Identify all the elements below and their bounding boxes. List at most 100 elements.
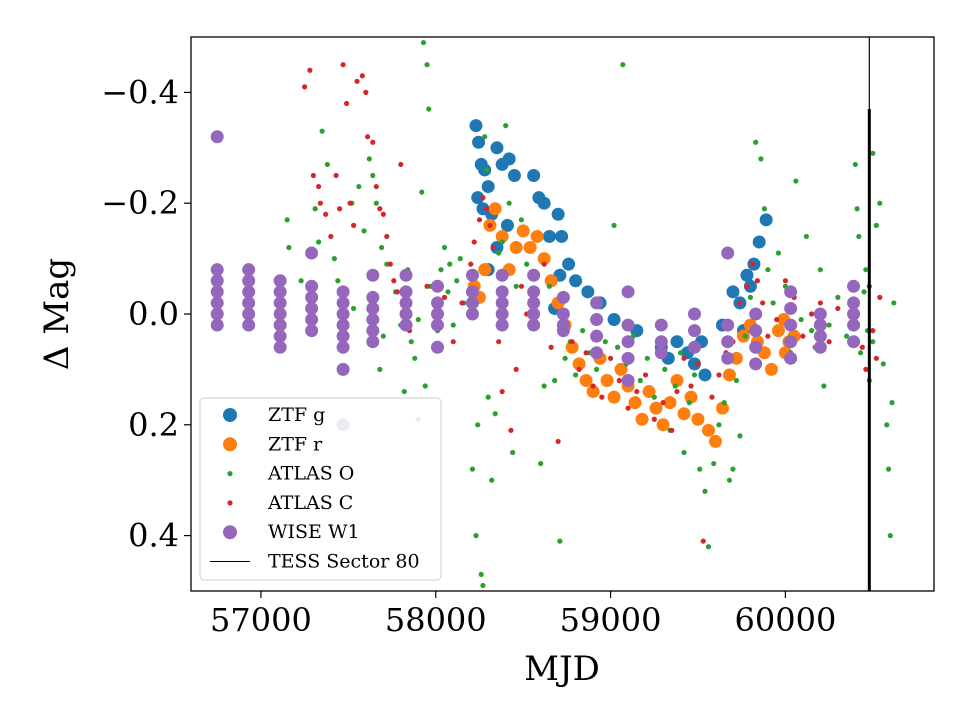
data-point: [870, 328, 876, 334]
data-point: [590, 346, 604, 360]
data-point: [328, 233, 334, 240]
data-point: [366, 268, 380, 282]
data-point: [431, 340, 445, 354]
data-point: [350, 222, 357, 228]
data-point: [538, 460, 544, 467]
data-point: [800, 333, 806, 339]
data-point: [721, 335, 735, 349]
data-point: [677, 407, 691, 421]
data-point: [370, 139, 376, 145]
series-4: [210, 130, 861, 432]
data-point: [496, 250, 502, 256]
data-point: [305, 324, 319, 338]
data-point: [273, 329, 287, 343]
data-point: [586, 385, 600, 399]
data-point: [765, 333, 771, 339]
data-point: [813, 329, 827, 343]
legend-label: ATLAS C: [267, 492, 353, 514]
data-point: [305, 290, 319, 304]
data-point: [642, 372, 649, 378]
data-point: [885, 466, 892, 472]
data-point: [502, 152, 516, 166]
data-point: [465, 285, 479, 299]
data-point: [765, 267, 771, 273]
data-point: [473, 533, 479, 539]
data-point: [701, 423, 715, 437]
data-point: [472, 135, 486, 149]
data-point: [399, 268, 413, 282]
data-point: [273, 296, 287, 310]
data-point: [312, 206, 318, 212]
data-point: [576, 366, 582, 372]
data-point: [450, 322, 456, 328]
data-point: [621, 373, 635, 387]
data-point: [721, 351, 735, 365]
data-point: [721, 318, 735, 332]
data-point: [775, 250, 782, 256]
data-point: [399, 318, 413, 332]
data-point: [210, 130, 224, 144]
data-point: [870, 150, 876, 156]
data-point: [465, 296, 479, 310]
y-tick-label: 0.4: [128, 517, 179, 555]
data-point: [798, 316, 804, 323]
data-point: [273, 340, 287, 354]
data-point: [469, 119, 483, 133]
data-point: [654, 318, 668, 332]
data-point: [457, 256, 463, 262]
data-point: [380, 211, 386, 217]
data-point: [600, 373, 614, 387]
plot-area: [210, 37, 897, 591]
data-point: [590, 313, 604, 327]
data-point: [509, 241, 523, 255]
data-point: [336, 296, 350, 310]
data-point: [569, 339, 575, 345]
data-point: [412, 355, 418, 361]
data-point: [644, 355, 650, 361]
data-point: [740, 268, 754, 282]
data-point: [628, 396, 642, 410]
data-point: [499, 239, 505, 245]
data-point: [408, 339, 414, 345]
data-point: [478, 263, 492, 277]
data-point: [709, 394, 715, 400]
y-tick-label: −0.2: [101, 184, 179, 222]
data-point: [555, 229, 569, 243]
data-point: [366, 313, 380, 327]
data-point: [485, 394, 491, 400]
data-point: [889, 400, 895, 406]
data-point: [366, 156, 372, 162]
data-point: [681, 355, 687, 361]
data-point: [616, 377, 622, 384]
data-point: [730, 466, 736, 472]
data-point: [471, 239, 477, 245]
data-point: [771, 324, 785, 338]
data-point: [210, 296, 224, 310]
series-2: [284, 39, 897, 589]
data-point: [513, 366, 519, 372]
data-point: [305, 301, 319, 315]
data-point: [273, 307, 287, 321]
data-point: [450, 339, 456, 345]
x-tick-label: 57000: [210, 601, 312, 639]
data-point: [670, 373, 684, 387]
data-point: [370, 172, 376, 179]
data-point: [503, 123, 509, 129]
data-point: [847, 335, 861, 349]
data-point: [459, 300, 465, 306]
data-point: [803, 233, 809, 240]
data-point: [759, 213, 773, 227]
data-point: [356, 183, 362, 190]
data-point: [716, 372, 722, 378]
data-point: [431, 318, 445, 332]
data-point: [877, 200, 883, 206]
data-point: [305, 279, 319, 293]
data-point: [513, 283, 519, 289]
data-point: [744, 283, 750, 289]
data-point: [324, 161, 330, 168]
legend-label: ATLAS O: [267, 463, 354, 485]
data-point: [500, 218, 514, 232]
data-point: [431, 296, 445, 310]
data-point: [454, 278, 460, 284]
data-point: [489, 477, 495, 483]
